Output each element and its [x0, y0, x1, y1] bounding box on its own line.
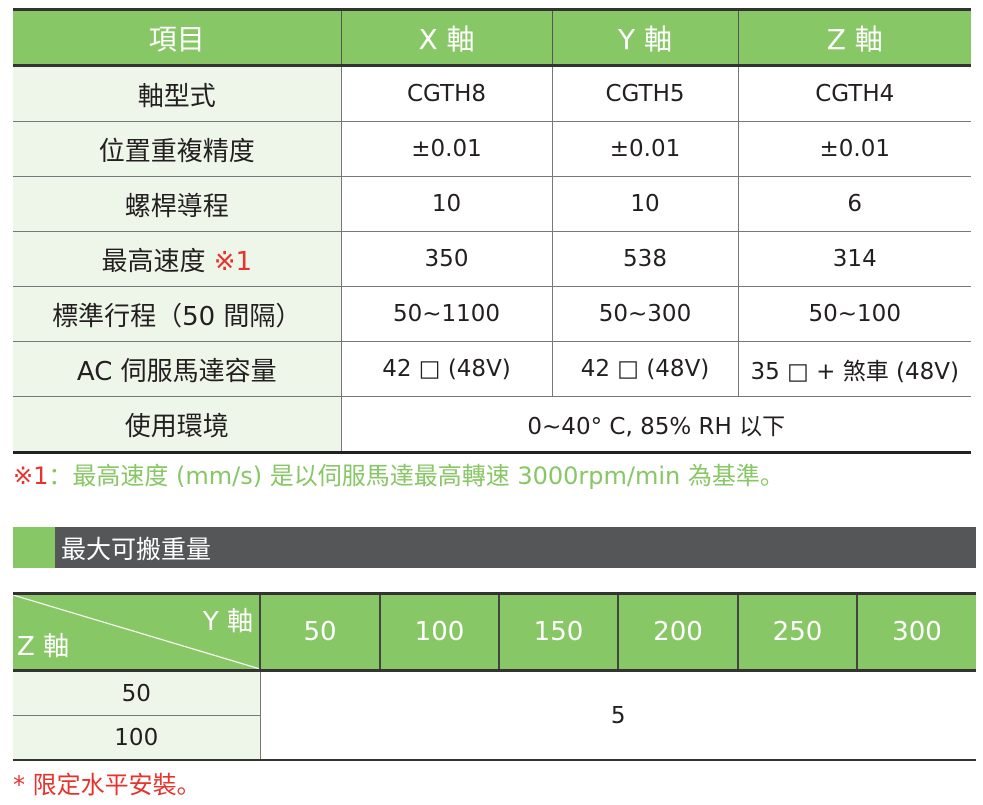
cell: 50~1100: [340, 286, 553, 342]
footnote-1: ※1：最高速度 (mm/s) 是以伺服馬達最高轉速 3000rpm/min 為基…: [13, 456, 784, 491]
cell: ±0.01: [551, 121, 739, 177]
footnote-mark: ※1: [13, 462, 49, 490]
section-accent: [13, 527, 55, 568]
header-z-axis: Z 軸: [737, 9, 971, 67]
cell: 42 □ (48V): [340, 341, 553, 397]
row-label-text: 最高速度: [101, 246, 206, 277]
cell: 314: [737, 231, 971, 287]
cell: 10: [551, 176, 739, 232]
load-value: 5: [259, 670, 976, 761]
spec-table: 項目 X 軸 Y 軸 Z 軸 軸型式 CGTH8 CGTH5 CGTH4 位置重複精度…: [13, 8, 971, 454]
spec-header-row: 項目 X 軸 Y 軸 Z 軸: [13, 9, 971, 67]
y-axis-label: Y 軸: [202, 607, 253, 637]
y-value: 300: [856, 593, 976, 672]
table-row: 使用環境 0~40° C, 85% RH 以下: [13, 396, 971, 453]
row-label: 位置重複精度: [13, 121, 342, 177]
cell: CGTH5: [551, 65, 739, 122]
cell: CGTH4: [737, 65, 971, 122]
cell: 350: [340, 231, 553, 287]
cell: CGTH8: [340, 65, 553, 122]
load-header-row: Y 軸 Z 軸 50 100 150 200 250 300: [13, 593, 976, 672]
table-row: 100: [13, 715, 976, 761]
footnote-2: * 限定水平安裝。: [13, 771, 201, 799]
row-label: 最高速度 ※1: [13, 231, 342, 287]
footnote-mark: ※1: [213, 246, 253, 277]
cell: 35 □ + 煞車 (48V): [737, 341, 971, 397]
row-label: AC 伺服馬達容量: [13, 341, 342, 397]
cell: 6: [737, 176, 971, 232]
diagonal-line: [13, 595, 258, 668]
header-x-axis: X 軸: [340, 9, 552, 67]
cell: 42 □ (48V): [551, 341, 739, 397]
header-item: 項目: [13, 9, 341, 67]
z-axis-label: Z 軸: [17, 632, 70, 662]
table-row: 50 5: [13, 670, 976, 761]
load-table: Y 軸 Z 軸 50 100 150 200 250 300 50 5 100: [13, 592, 976, 761]
table-row: 螺桿導程 10 10 6: [13, 176, 971, 232]
section-header: 最大可搬重量: [13, 527, 976, 568]
table-row: 軸型式 CGTH8 CGTH5 CGTH4: [13, 65, 971, 122]
y-value: 200: [617, 593, 738, 672]
y-value: 150: [498, 593, 618, 672]
cell: ±0.01: [737, 121, 971, 177]
cell: 538: [551, 231, 739, 287]
cell: 50~300: [551, 286, 739, 342]
row-label: 軸型式: [13, 65, 342, 122]
cell: ±0.01: [340, 121, 553, 177]
cell: 50~100: [737, 286, 971, 342]
row-label: 螺桿導程: [13, 176, 342, 232]
z-value: 100: [13, 715, 261, 761]
table-row: 標準行程（50 間隔） 50~1100 50~300 50~100: [13, 286, 971, 342]
cell: 10: [340, 176, 553, 232]
y-value: 50: [259, 593, 380, 672]
row-label: 使用環境: [13, 396, 342, 453]
table-row: AC 伺服馬達容量 42 □ (48V) 42 □ (48V) 35 □ + 煞車 (…: [13, 341, 971, 397]
footnote-text: ：最高速度 (mm/s) 是以伺服馬達最高轉速 3000rpm/min 為基準。: [48, 462, 784, 490]
cell: 0~40° C, 85% RH 以下: [340, 396, 971, 453]
table-row: 最高速度 ※1 350 538 314: [13, 231, 971, 287]
y-value: 100: [379, 593, 499, 672]
axis-corner-cell: Y 軸 Z 軸: [13, 593, 260, 672]
y-value: 250: [737, 593, 857, 672]
section-title: 最大可搬重量: [61, 535, 212, 564]
table-row: 位置重複精度 ±0.01 ±0.01 ±0.01: [13, 121, 971, 177]
header-y-axis: Y 軸: [551, 9, 738, 67]
row-label: 標準行程（50 間隔）: [13, 286, 342, 342]
z-value: 50: [13, 670, 261, 716]
